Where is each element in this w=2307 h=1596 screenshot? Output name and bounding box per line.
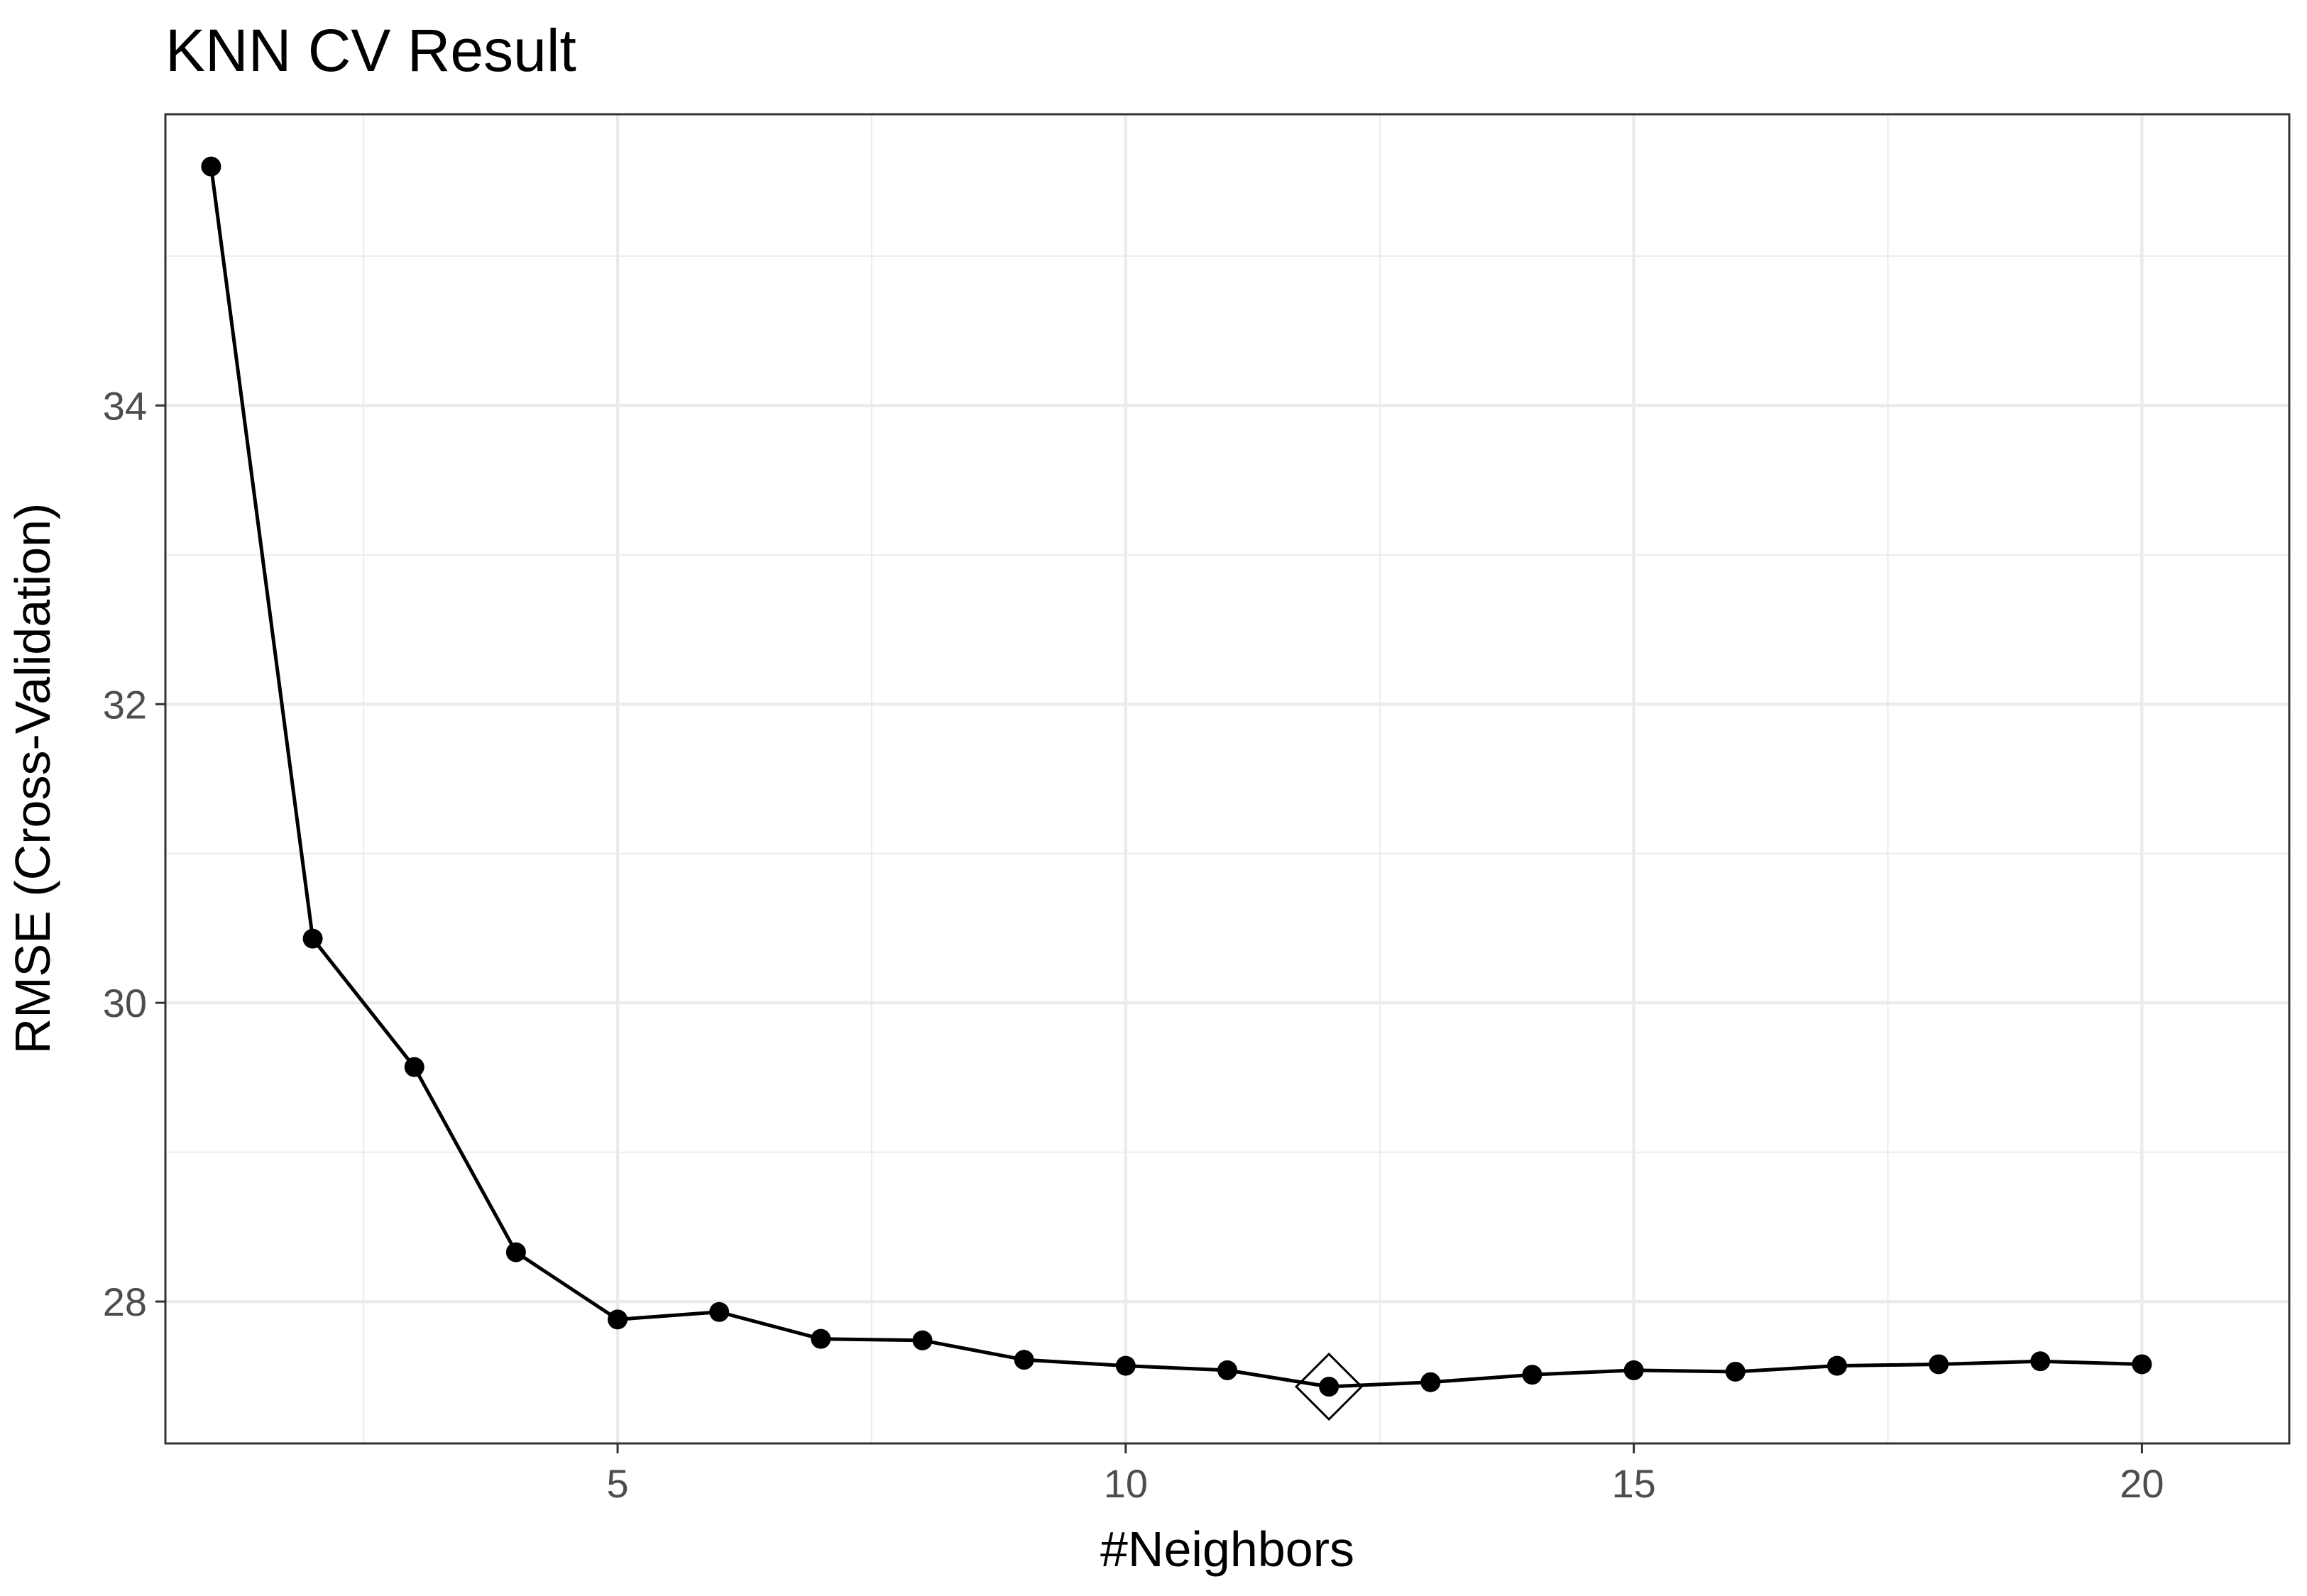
chart-title: KNN CV Result (165, 17, 576, 84)
rmse-line (209, 166, 2142, 1389)
minor-gridlines (165, 114, 2289, 1443)
data-point (1522, 1365, 1542, 1385)
data-point (608, 1309, 628, 1330)
data-point (1319, 1377, 1339, 1397)
y-tick-label: 34 (103, 383, 147, 428)
data-point (2132, 1354, 2152, 1375)
y-tick-label: 30 (103, 981, 147, 1025)
y-axis: 28 30 32 34 (103, 383, 165, 1324)
data-point (201, 156, 221, 177)
x-tick-label: 15 (1611, 1461, 1655, 1506)
y-tick-label: 28 (103, 1279, 147, 1324)
data-point (302, 928, 323, 949)
x-tick-label: 20 (2120, 1461, 2164, 1506)
data-point (1826, 1355, 1847, 1376)
y-axis-title: RMSE (Cross-Validation) (5, 503, 60, 1055)
y-tick-label: 32 (103, 682, 147, 727)
data-point (1420, 1372, 1441, 1392)
data-point (1725, 1361, 1746, 1382)
data-point (1115, 1355, 1136, 1376)
data-point (1014, 1350, 1034, 1370)
data-point (2030, 1351, 2051, 1372)
data-point (1623, 1360, 1644, 1380)
data-point (709, 1301, 730, 1322)
plot-panel-border (164, 113, 2291, 1445)
series-layer (201, 156, 2152, 1421)
x-axis-title: #Neighbors (1100, 1521, 1354, 1577)
data-point (912, 1330, 933, 1350)
x-tick-label: 5 (606, 1461, 628, 1506)
data-point (404, 1057, 424, 1077)
data-point (1217, 1360, 1237, 1380)
major-gridlines (165, 114, 2289, 1443)
data-point (1929, 1354, 1949, 1375)
x-tick-label: 10 (1104, 1461, 1148, 1506)
x-axis: 5 10 15 20 (606, 1443, 2164, 1506)
data-point (811, 1328, 831, 1349)
data-point (505, 1242, 526, 1262)
best-k-diamond-marker (1295, 1352, 1364, 1421)
